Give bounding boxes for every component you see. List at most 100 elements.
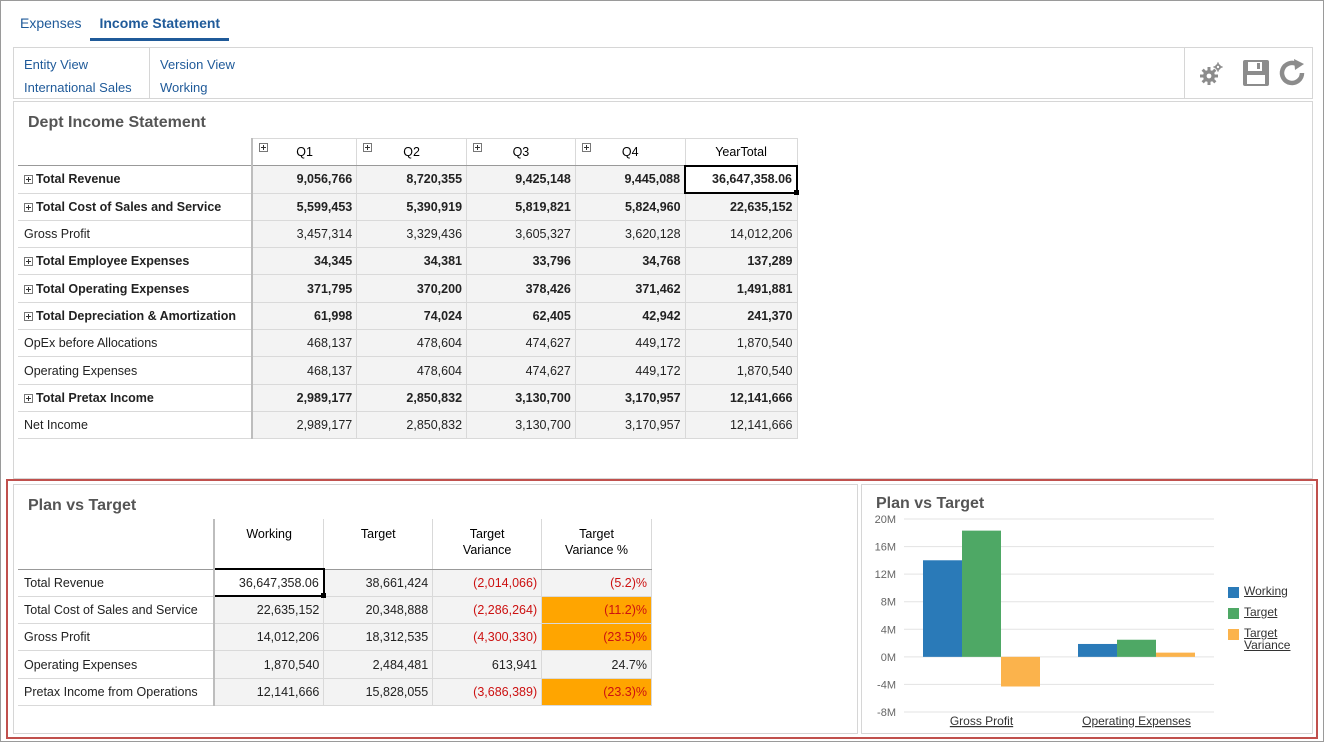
pov-version-view[interactable]: Version View (160, 57, 235, 72)
bar[interactable] (1117, 639, 1156, 657)
data-cell[interactable]: 5,599,453 (251, 192, 358, 221)
data-cell[interactable]: 3,457,314 (251, 219, 358, 249)
data-cell[interactable]: 22,635,152 (684, 192, 798, 221)
data-cell[interactable]: 20,348,888 (323, 595, 434, 625)
column-header-target-variance[interactable]: Target Variance (432, 519, 543, 570)
data-cell[interactable]: 2,484,481 (323, 650, 434, 679)
data-cell[interactable]: 2,989,177 (251, 410, 358, 440)
data-cell[interactable]: (3,686,389) (432, 677, 543, 706)
data-cell[interactable]: 9,425,148 (466, 165, 576, 194)
data-cell[interactable]: 2,989,177 (251, 383, 358, 412)
data-cell[interactable]: 3,130,700 (466, 383, 576, 412)
data-cell[interactable]: (5.2)% (541, 568, 652, 597)
data-cell[interactable]: (2,286,264) (432, 595, 543, 625)
data-cell[interactable]: 62,405 (466, 301, 576, 331)
data-cell[interactable]: 24.7% (541, 650, 652, 679)
data-cell[interactable]: 478,604 (356, 356, 468, 385)
data-cell[interactable]: 9,056,766 (251, 165, 358, 194)
data-cell[interactable]: 8,720,355 (356, 165, 468, 194)
data-cell[interactable]: 12,141,666 (684, 410, 798, 440)
data-cell[interactable]: 9,445,088 (574, 165, 686, 194)
data-cell[interactable]: 378,426 (466, 274, 576, 303)
pov-entity-view[interactable]: Entity View (24, 57, 89, 72)
expand-icon[interactable] (363, 143, 373, 152)
expand-icon[interactable] (24, 202, 33, 212)
column-header-q3[interactable]: Q3 (466, 137, 576, 167)
data-cell[interactable]: 61,998 (251, 301, 358, 331)
data-cell[interactable]: 38,661,424 (323, 568, 434, 597)
data-cell[interactable]: 474,627 (466, 329, 576, 358)
row-header[interactable]: Total Depreciation & Amortization (18, 301, 253, 331)
data-cell[interactable]: 34,345 (251, 247, 358, 276)
data-cell[interactable]: (2,014,066) (432, 568, 543, 597)
x-tick-label[interactable]: Gross Profit (950, 714, 1014, 728)
data-cell[interactable]: (23.5)% (541, 623, 652, 652)
pov-version-value[interactable]: Working (160, 80, 208, 95)
data-cell[interactable]: 34,381 (356, 247, 468, 276)
data-cell[interactable]: 449,172 (574, 329, 686, 358)
data-cell[interactable]: 1,870,540 (213, 650, 325, 679)
data-cell[interactable]: 371,795 (251, 274, 358, 303)
data-cell[interactable]: 241,370 (684, 301, 798, 331)
data-cell[interactable]: 613,941 (432, 650, 543, 679)
tab-expenses[interactable]: Expenses (20, 15, 82, 31)
data-cell[interactable]: 74,024 (356, 301, 468, 331)
legend-item[interactable]: Target (1228, 606, 1304, 619)
legend-label[interactable]: Working (1244, 584, 1288, 598)
column-header-target[interactable]: Target (323, 519, 434, 570)
row-header[interactable]: Gross Profit (18, 219, 253, 249)
legend-item[interactable]: Working (1228, 585, 1304, 598)
bar[interactable] (1001, 656, 1040, 687)
expand-icon[interactable] (24, 257, 33, 267)
data-cell[interactable]: 137,289 (684, 247, 798, 276)
data-cell[interactable]: 3,605,327 (466, 219, 576, 249)
data-cell[interactable]: 18,312,535 (323, 623, 434, 652)
gear-icon[interactable] (1195, 56, 1229, 90)
data-cell[interactable]: 3,329,436 (356, 219, 468, 249)
data-cell[interactable]: 478,604 (356, 329, 468, 358)
column-header-target-variance-pct[interactable]: Target Variance % (541, 519, 652, 570)
data-cell[interactable]: 14,012,206 (684, 219, 798, 249)
data-cell[interactable]: 371,462 (574, 274, 686, 303)
expand-icon[interactable] (258, 143, 268, 152)
data-cell[interactable]: 1,870,540 (684, 356, 798, 385)
data-cell[interactable]: (23.3)% (541, 677, 652, 706)
column-header-q4[interactable]: Q4 (574, 137, 686, 167)
data-cell[interactable]: 474,627 (466, 356, 576, 385)
tab-income-statement[interactable]: Income Statement (90, 9, 230, 41)
data-cell[interactable]: 3,620,128 (574, 219, 686, 249)
row-header[interactable]: Gross Profit (18, 623, 215, 652)
data-cell[interactable]: 2,850,832 (356, 383, 468, 412)
row-header[interactable]: Total Revenue (18, 165, 253, 194)
column-header-q2[interactable]: Q2 (356, 137, 468, 167)
data-cell[interactable]: 34,768 (574, 247, 686, 276)
row-header[interactable]: Total Cost of Sales and Service (18, 192, 253, 221)
data-cell[interactable]: 14,012,206 (213, 623, 325, 652)
expand-icon[interactable] (581, 143, 591, 152)
legend-label[interactable]: Target Variance (1244, 626, 1291, 652)
data-cell[interactable]: 2,850,832 (356, 410, 468, 440)
data-cell[interactable]: 36,647,358.06 (212, 567, 327, 600)
row-header[interactable]: Pretax Income from Operations (18, 677, 215, 706)
pov-entity-value[interactable]: International Sales (24, 80, 132, 95)
row-header[interactable]: Net Income (18, 410, 253, 440)
data-cell[interactable]: 12,141,666 (213, 677, 325, 706)
bar[interactable] (923, 560, 962, 657)
bar[interactable] (962, 530, 1001, 657)
data-cell[interactable]: 5,390,919 (356, 192, 468, 221)
data-cell[interactable]: 3,170,957 (574, 383, 686, 412)
data-cell[interactable]: 3,170,957 (574, 410, 686, 440)
data-cell[interactable]: 468,137 (251, 356, 358, 385)
data-cell[interactable]: 22,635,152 (213, 595, 325, 625)
row-header[interactable]: Operating Expenses (18, 650, 215, 679)
row-header[interactable]: Operating Expenses (18, 356, 253, 385)
data-cell[interactable]: 449,172 (574, 356, 686, 385)
data-cell[interactable]: 468,137 (251, 329, 358, 358)
expand-icon[interactable] (473, 143, 483, 152)
data-cell[interactable]: (11.2)% (541, 595, 652, 625)
expand-icon[interactable] (24, 393, 33, 403)
data-cell[interactable]: 33,796 (466, 247, 576, 276)
save-icon[interactable] (1239, 56, 1273, 90)
column-header-q1[interactable]: Q1 (251, 137, 358, 167)
data-cell[interactable]: 370,200 (356, 274, 468, 303)
